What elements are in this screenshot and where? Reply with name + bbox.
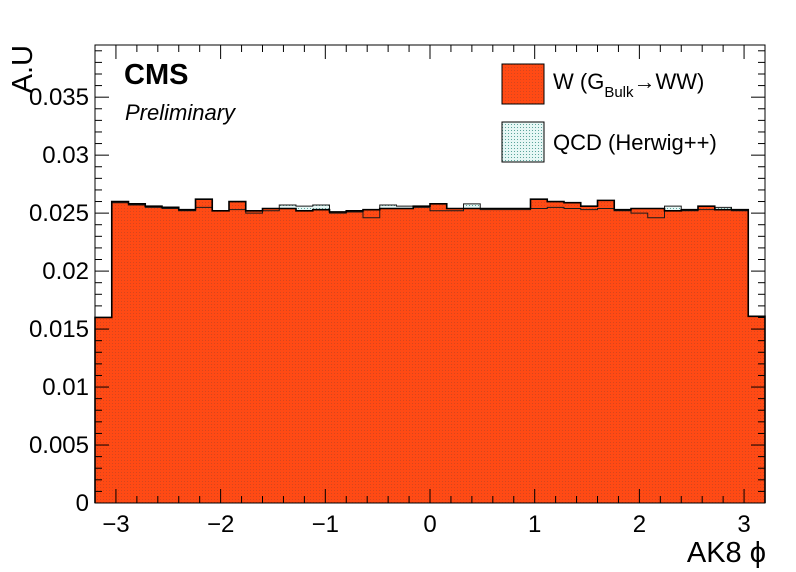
y-tick-label: 0.02 [42,258,89,285]
x-tick-label: −1 [312,511,339,538]
x-axis-title: AK8 ϕ [687,537,766,569]
x-tick-label: 3 [737,511,750,538]
y-tick-label: 0.01 [42,374,89,401]
signal-bar [714,209,732,503]
signal-bar [463,208,481,504]
signal-bar [614,209,632,503]
signal-bar [162,207,180,504]
y-tick-label: 0 [76,490,89,517]
signal-bar [731,209,749,503]
signal-bar [229,201,247,503]
signal-bar [564,202,582,503]
signal-step-line [94,198,766,503]
signal-bar [698,206,716,503]
legend-entry-signal: W (GBulk→WW) [501,63,704,105]
legend-swatch-qcd [501,121,545,163]
signal-bar [647,208,665,504]
y-tick-label: 0.015 [29,316,89,343]
y-tick-label: 0.025 [29,200,89,227]
legend-label-signal-main: W (G [553,69,604,94]
signal-bar [664,210,682,503]
legend-entry-qcd: QCD (Herwig++) [501,121,717,163]
signal-bar [312,209,330,503]
legend-label-signal-sub: Bulk [604,84,634,101]
y-axis-title: A.U [7,45,39,93]
signal-bar [262,208,280,504]
y-tick-label: 0.005 [29,432,89,459]
legend: W (GBulk→WW) QCD (Herwig++) [501,63,717,163]
signal-bar [530,199,548,504]
x-tick-label: 0 [423,511,436,538]
signal-bar [631,208,649,504]
signal-series [95,199,766,504]
signal-bar [145,206,163,503]
signal-bar [195,199,213,504]
y-axis: 0 0.005 0.01 0.015 0.02 0.025 0.03 0.035 [29,50,765,517]
signal-bar [547,201,565,503]
y-tick-label: 0.03 [42,142,89,169]
signal-bar [513,208,531,504]
signal-bar [379,208,397,504]
signal-bar [430,203,448,503]
legend-label-signal: W (GBulk→WW) [553,69,704,101]
signal-bar [480,208,498,504]
signal-bar [497,208,515,504]
signal-bar [681,209,699,503]
x-tick-label: −3 [102,511,129,538]
signal-bar [580,206,598,503]
signal-bar [597,200,615,504]
y-tick-label: 0.035 [29,84,89,111]
signal-bar [111,201,129,503]
signal-bar [178,209,196,503]
experiment-label: CMS [124,59,188,91]
x-tick-label: 2 [633,511,646,538]
signal-bar [413,206,431,503]
signal-bar [396,208,414,504]
x-tick-label: 1 [528,511,541,538]
signal-bar [245,210,263,503]
signal-bar [363,209,381,503]
legend-label-signal-tail: →WW) [634,69,705,94]
signal-bar [346,210,364,503]
status-label: Preliminary [125,100,237,125]
signal-bar [329,211,347,503]
signal-bar [212,210,230,503]
signal-bar [279,208,297,504]
x-axis: −3 −2 −1 0 1 2 3 [94,45,766,538]
signal-bar [748,316,766,503]
signal-bar [446,208,464,504]
legend-label-qcd: QCD (Herwig++) [553,130,717,155]
signal-bar [128,203,146,503]
signal-outline [94,198,766,503]
x-tick-label: −2 [207,511,234,538]
signal-bar [296,210,314,503]
legend-swatch-signal [501,63,545,105]
